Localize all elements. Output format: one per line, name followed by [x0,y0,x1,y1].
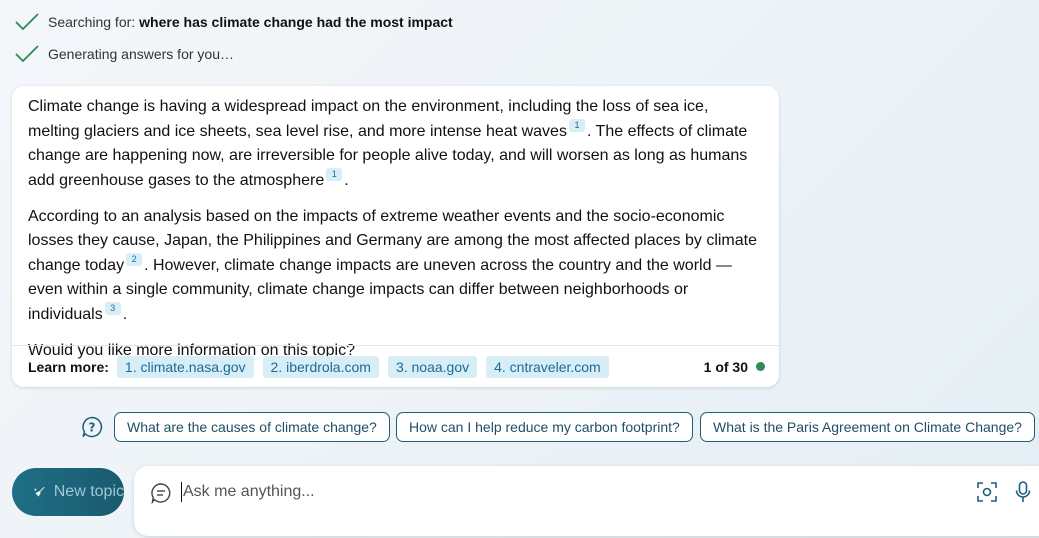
suggestion-chip[interactable]: What is the Paris Agreement on Climate C… [700,412,1035,442]
microphone-icon[interactable] [1014,480,1032,504]
learn-more-label: Learn more: [28,358,109,375]
source-link[interactable]: 3. noaa.gov [387,355,478,378]
answer-text: According to an analysis based on the im… [28,208,757,274]
status-generating: Generating answers for you… [14,44,234,64]
new-topic-label: New topic [53,483,124,500]
visual-search-icon[interactable] [976,481,998,503]
answer-text: Climate change is having a widespread im… [28,98,709,140]
checkmark-icon [15,13,39,31]
checkmark-icon [15,45,39,63]
question-mark-icon: ? [82,416,103,438]
suggestion-chip[interactable]: How can I help reduce my carbon footprin… [396,412,693,442]
response-counter-text: 1 of 30 [703,358,748,375]
answer-paragraph: Would you like more information on this … [28,342,355,359]
text-caret [181,482,182,502]
suggestion-chip[interactable]: What are the causes of climate change? [114,412,390,442]
learn-more-bar: Learn more: 1. climate.nasa.gov 2. iberd… [12,345,779,387]
answer-card: Climate change is having a widespread im… [12,86,779,387]
searching-prefix: Searching for: [48,14,136,30]
answer-body: Climate change is having a widespread im… [12,86,779,363]
citation-marker[interactable]: 3 [104,302,121,315]
citation-marker[interactable]: 2 [126,253,143,266]
status-dot [756,362,765,371]
broom-icon [34,487,45,497]
new-topic-button[interactable]: New topic [12,468,124,516]
source-link[interactable]: 4. cntraveler.com [486,355,609,378]
chat-input-placeholder[interactable]: Ask me anything... [183,483,315,500]
answer-text: . However, climate change impacts are un… [28,257,732,323]
citation-marker[interactable]: 1 [326,168,343,181]
chat-input-box[interactable]: Ask me anything... [134,466,1039,536]
source-link[interactable]: 1. climate.nasa.gov [116,355,254,378]
chat-bubble-icon [151,483,171,504]
status-searching: Searching for: where has climate change … [14,12,453,32]
answer-paragraph: According to an analysis based on the im… [28,205,763,327]
svg-text:?: ? [89,421,96,435]
generating-text: Generating answers for you… [48,46,234,62]
answer-text: . The effects of climate change are happ… [28,123,748,189]
citation-marker[interactable]: 1 [568,119,585,132]
response-counter: 1 of 30 [704,359,765,375]
answer-text: . [122,306,128,323]
searching-query: where has climate change had the most im… [139,14,453,30]
answer-text: . [344,172,349,189]
answer-paragraph: Climate change is having a widespread im… [28,95,763,193]
source-link[interactable]: 2. iberdrola.com [262,355,379,378]
